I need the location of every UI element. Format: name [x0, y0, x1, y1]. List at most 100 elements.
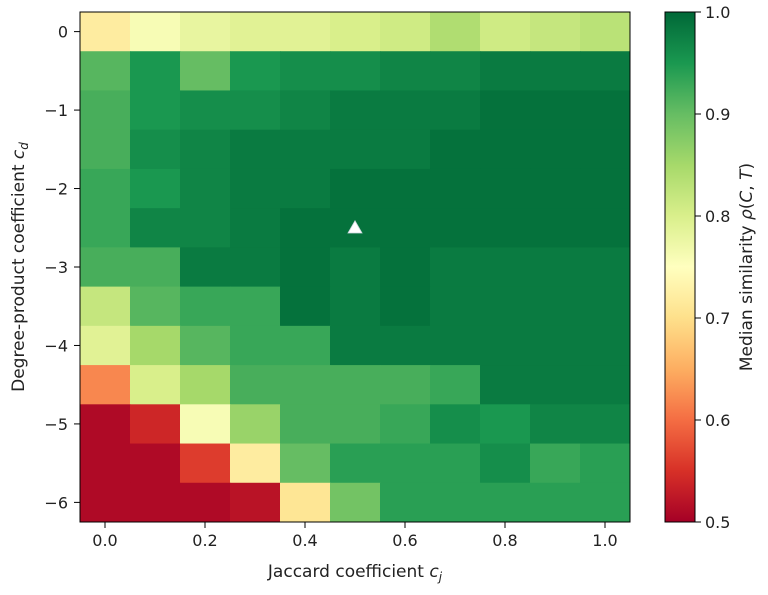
heatmap-cell — [480, 443, 531, 484]
colorbar-tick-label: 0.8 — [705, 207, 730, 226]
heatmap-cell — [230, 443, 281, 484]
heatmap-cell — [180, 325, 231, 366]
heatmap-cell — [330, 12, 381, 52]
heatmap-cell — [580, 12, 631, 52]
heatmap-cell — [330, 247, 381, 288]
heatmap-cell — [180, 482, 231, 523]
colorbar-tick-label: 0.6 — [705, 411, 730, 430]
optimum-marker-layer — [347, 219, 363, 234]
y-tick-label: −5 — [44, 415, 68, 434]
heatmap-cell — [380, 208, 431, 248]
heatmap-cell — [180, 365, 231, 405]
heatmap-cell — [80, 208, 131, 248]
heatmap-cell — [180, 286, 231, 327]
heatmap-cell — [380, 90, 431, 131]
y-tick-label: 0 — [58, 23, 68, 42]
heatmap-cell — [80, 443, 131, 484]
heatmap-cell — [80, 404, 131, 445]
heatmap-cell — [530, 443, 581, 484]
y-tick-label: −4 — [44, 336, 68, 355]
heatmap-cell — [530, 90, 581, 131]
heatmap-cell — [330, 129, 381, 170]
heatmap-cell — [180, 208, 231, 248]
heatmap-cell — [330, 365, 381, 405]
y-tick-label: −2 — [44, 180, 68, 199]
x-tick-label: 0.8 — [492, 531, 517, 550]
heatmap-cell — [80, 247, 131, 288]
heatmap-cell — [130, 325, 181, 366]
x-axis-label: Jaccard coefficient cj — [267, 562, 443, 584]
optimum-marker — [347, 219, 363, 234]
heatmap-cell — [230, 286, 281, 327]
heatmap-cell — [130, 90, 181, 131]
heatmap-cell — [280, 325, 331, 366]
x-tick-label: 0.0 — [92, 531, 117, 550]
heatmap-cell — [280, 247, 331, 288]
colorbar-tick-label: 0.5 — [705, 513, 730, 532]
heatmap-cell — [280, 90, 331, 131]
heatmap-cell — [480, 325, 531, 366]
heatmap-cell — [430, 168, 481, 209]
colorbar-tick-label: 0.9 — [705, 105, 730, 124]
heatmap-cell — [430, 443, 481, 484]
heatmap-cell — [580, 168, 631, 209]
heatmap-cell — [130, 365, 181, 405]
heatmap-cell — [130, 208, 181, 248]
y-axis: 0 −1 −2 −3 −4 −5 −6 — [44, 23, 80, 512]
heatmap-cell — [80, 168, 131, 209]
heatmap-cell — [530, 365, 581, 405]
heatmap-cell — [230, 51, 281, 91]
heatmap-cell — [580, 129, 631, 170]
x-tick-label: 0.4 — [292, 531, 317, 550]
colorbar-tick-label: 1.0 — [705, 3, 730, 22]
heatmap-cell — [280, 208, 331, 248]
heatmap-cell — [480, 286, 531, 327]
heatmap-cell — [280, 168, 331, 209]
heatmap-cell — [180, 168, 231, 209]
colorbar-axis: 0.5 0.6 0.7 0.8 0.9 1.0 — [695, 3, 730, 532]
heatmap-cell — [280, 51, 331, 91]
heatmap-cell — [380, 168, 431, 209]
heatmap-cell — [80, 482, 131, 523]
heatmap-cell — [430, 51, 481, 91]
heatmap-cell — [130, 286, 181, 327]
heatmap-cell — [480, 365, 531, 405]
heatmap-cell — [80, 129, 131, 170]
colorbar — [664, 11, 696, 523]
x-tick-label: 0.2 — [192, 531, 217, 550]
heatmap-cell — [580, 365, 631, 405]
heatmap-cell — [280, 482, 331, 523]
heatmap-cell — [80, 286, 131, 327]
heatmap-cell — [480, 168, 531, 209]
heatmap-cell — [80, 90, 131, 131]
heatmap-cell — [430, 129, 481, 170]
heatmap-cell — [280, 12, 331, 52]
heatmap-cell — [480, 482, 531, 523]
heatmap-cell — [330, 286, 381, 327]
heatmap-cell — [580, 90, 631, 131]
heatmap-cell — [480, 90, 531, 131]
heatmap-cell — [480, 12, 531, 52]
heatmap-cell — [480, 208, 531, 248]
heatmap-cell — [380, 404, 431, 445]
heatmap-cell — [430, 404, 481, 445]
heatmap-cell — [530, 247, 581, 288]
heatmap-cell — [230, 208, 281, 248]
heatmap-cell — [330, 482, 381, 523]
heatmap-cell — [280, 443, 331, 484]
heatmap-cell — [530, 286, 581, 327]
heatmap-cell — [180, 90, 231, 131]
heatmap-cell — [430, 90, 481, 131]
heatmap-cell — [230, 365, 281, 405]
heatmap-cell — [530, 51, 581, 91]
heatmap-cell — [530, 168, 581, 209]
heatmap-cell — [530, 12, 581, 52]
heatmap-cell — [130, 443, 181, 484]
heatmap-cell — [380, 482, 431, 523]
heatmap-cell — [180, 443, 231, 484]
heatmap-cell — [580, 482, 631, 523]
y-tick-label: −6 — [44, 493, 68, 512]
heatmap-cell — [230, 129, 281, 170]
heatmap-cell — [230, 12, 281, 52]
